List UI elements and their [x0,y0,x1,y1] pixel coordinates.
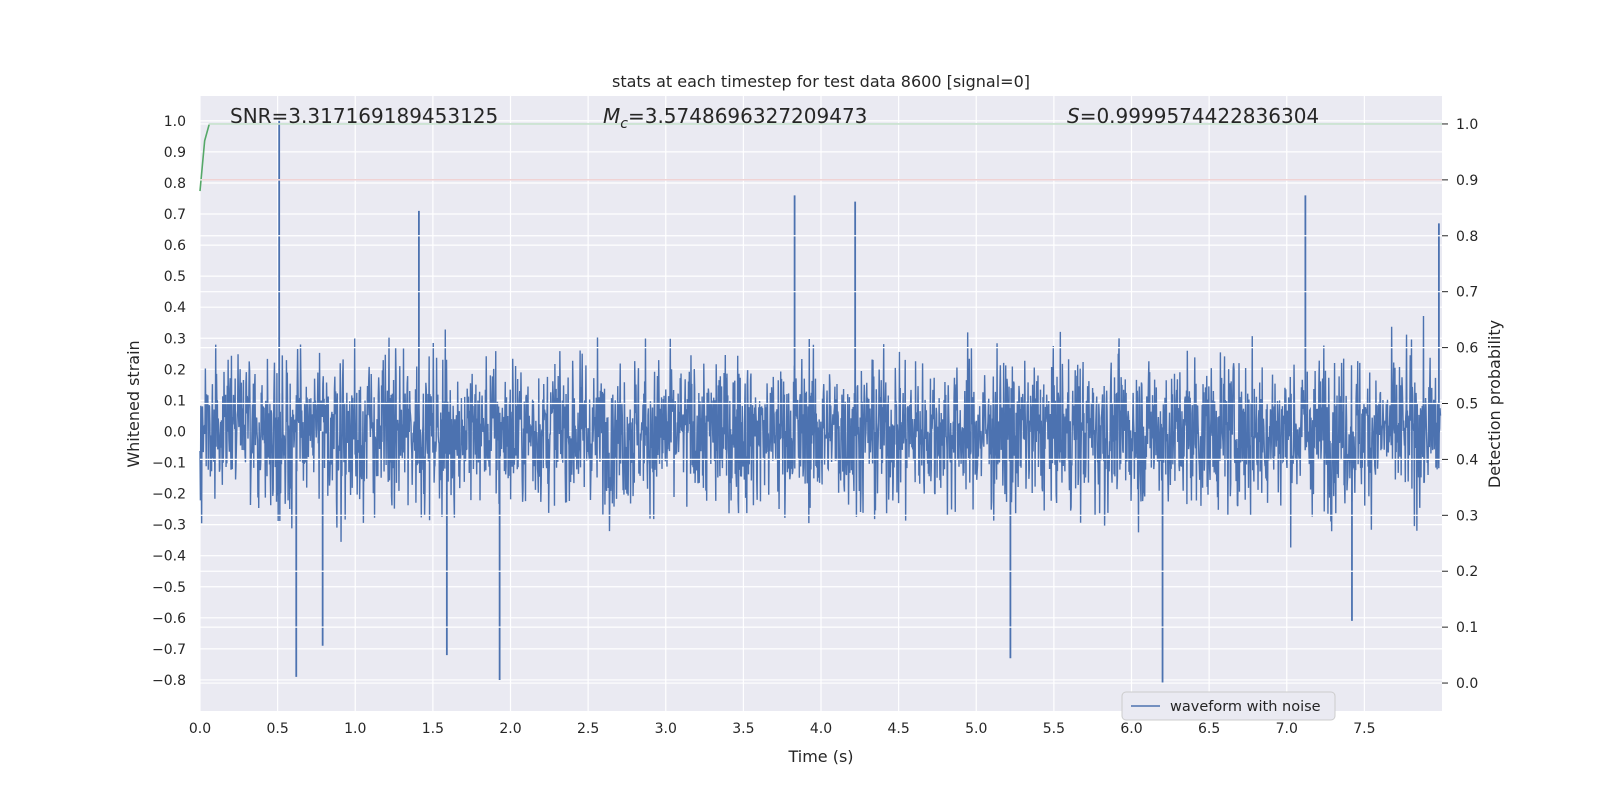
y-tick-label: 0.3 [164,331,186,347]
annotation-s: S=0.9999574422836304 [1067,104,1319,128]
x-tick-label: 5.5 [1043,721,1065,737]
x-tick-label: 1.5 [422,721,444,737]
y2-tick-label: 0.3 [1456,508,1478,524]
y2-tick-label: 0.9 [1456,173,1478,189]
x-tick-label: 2.5 [577,721,599,737]
y-tick-label: 0.9 [164,145,186,161]
x-tick-label: 4.0 [810,721,832,737]
legend-box [1121,691,1336,721]
x-axis-label: Time (s) [787,747,853,766]
x-tick-label: 4.5 [887,721,909,737]
x-tick-label: 3.0 [655,721,677,737]
y-tick-label: −0.6 [152,611,186,627]
y-tick-label: −0.3 [152,518,186,534]
annotation-chirp-mass-value: =3.5748696327209473 [628,104,867,128]
y2-axis-label: Detection probability [1485,320,1504,488]
y-tick-label: 0.6 [164,238,186,254]
chart-title: stats at each timestep for test data 860… [612,72,1030,91]
y2-grid-layer [200,123,1442,684]
y2-tick-label: 0.1 [1456,620,1478,636]
y2-tick-label: 0.6 [1456,341,1478,357]
y-tick-label: 0.0 [164,424,186,440]
y-tick-label: 0.4 [164,300,186,316]
y-tick-label: 0.7 [164,207,186,223]
annotation-chirp-mass-subscript: c [620,116,628,132]
y-tick-label: 0.1 [164,393,186,409]
y-tick-label: 0.8 [164,176,186,192]
y-tick-label: 0.5 [164,269,186,285]
y2-tick-label: 0.0 [1456,676,1478,692]
x-tick-label: 1.0 [344,721,366,737]
legend-label-waveform: waveform with noise [1170,699,1321,715]
x-tick-label: 3.5 [732,721,754,737]
annotation-chirp-mass: Mc=3.5748696327209473 [603,104,867,132]
y-tick-label: −0.2 [152,487,186,503]
y-tick-label: −0.4 [152,549,186,565]
ticks-layer: 0.0 0.5 1.0 1.5 2.0 2.5 3.0 3.5 4.0 4.5 5.0 5.5 6.0 6… [152,114,1478,737]
y2-tick-label: 0.7 [1456,285,1478,301]
x-tick-label: 0.5 [266,721,288,737]
x-tick-label: 7.0 [1276,721,1298,737]
annotation-s-symbol: S [1067,104,1080,128]
x-tick-label: 7.5 [1353,721,1375,737]
y-tick-label: 1.0 [164,114,186,130]
x-tick-label: 6.0 [1120,721,1142,737]
y2-tick-label: 0.4 [1456,452,1478,468]
annotation-snr: SNR=3.317169189453125 [230,104,498,128]
y-tick-label: 0.2 [164,362,186,378]
y-tick-label: −0.5 [152,580,186,596]
y-tick-label: −0.1 [152,456,186,472]
y2-tick-label: 0.2 [1456,564,1478,580]
y-tick-label: −0.8 [152,673,186,689]
y-tick-label: −0.7 [152,642,186,658]
x-tick-label: 6.5 [1198,721,1220,737]
y2-tick-label: 0.5 [1456,397,1478,413]
x-tick-label: 5.0 [965,721,987,737]
legend: waveform with noise [1121,691,1336,721]
y2-tick-label: 1.0 [1456,117,1478,133]
series-waveform-with-noise [199,316,1442,548]
annotation-chirp-mass-symbol: M [603,104,620,128]
annotation-s-value: =0.9999574422836304 [1080,104,1319,128]
x-tick-label: 2.0 [499,721,521,737]
x-tick-label: 0.0 [189,721,211,737]
y2-tick-label: 0.8 [1456,229,1478,245]
y-axis-label: Whitened strain [124,340,143,467]
